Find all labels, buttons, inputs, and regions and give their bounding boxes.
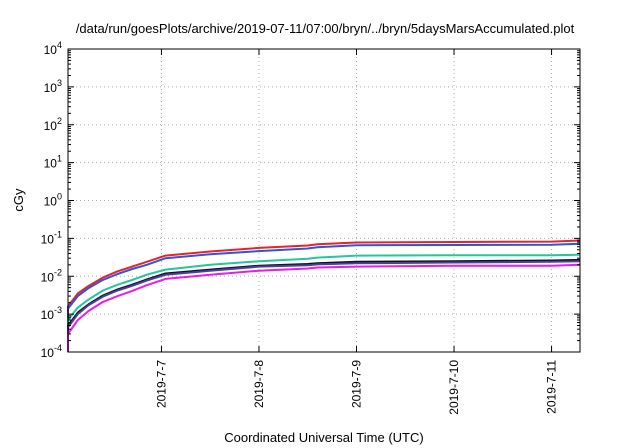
- y-tick-label: 100: [44, 192, 62, 209]
- chart-title: /data/run/goesPlots/archive/2019-07-11/0…: [76, 21, 575, 36]
- grid-layer: [68, 49, 580, 352]
- y-tick-label: 101: [44, 154, 62, 171]
- x-tick-label: 2019-7-7: [154, 360, 168, 408]
- y-tick-base: 10: [41, 308, 55, 322]
- series-line-2: [67, 242, 581, 352]
- series-line-1: [67, 239, 581, 352]
- x-tick-label: 2019-7-11: [545, 360, 559, 414]
- x-tick-labels: 2019-7-7 2019-7-8 2019-7-9 2019-7-10 2019-7-…: [154, 360, 558, 415]
- y-tick-base: 10: [41, 346, 55, 360]
- y-tick-base: 10: [44, 43, 58, 57]
- y-tick-label: 104: [44, 40, 62, 57]
- series-layer: [67, 239, 581, 352]
- y-tick-exponent: 0: [57, 192, 62, 202]
- y-tick-base: 10: [41, 270, 55, 284]
- y-tick-label: 103: [44, 78, 62, 95]
- tick-layer: [68, 48, 580, 353]
- y-tick-base: 10: [44, 157, 58, 171]
- y-tick-exponent: 2: [57, 116, 62, 126]
- y-tick-base: 10: [44, 119, 58, 133]
- x-axis-label: Coordinated Universal Time (UTC): [224, 430, 423, 445]
- y-tick-base: 10: [44, 81, 58, 95]
- x-tick-label: 2019-7-9: [350, 360, 364, 408]
- series-line-5: [67, 260, 581, 352]
- y-tick-label: 10-2: [41, 267, 62, 284]
- y-tick-label: 10-4: [41, 343, 62, 360]
- y-tick-label: 10-3: [41, 305, 62, 322]
- series-line-6: [67, 263, 581, 352]
- y-tick-exponent: 1: [57, 154, 62, 164]
- y-tick-label: 102: [44, 116, 62, 133]
- y-axis-label: cGy: [11, 188, 26, 212]
- y-tick-exponent: -3: [54, 305, 62, 315]
- y-tick-exponent: -2: [54, 267, 62, 277]
- y-tick-exponent: 4: [57, 40, 62, 50]
- y-tick-base: 10: [41, 232, 55, 246]
- x-tick-label: 2019-7-10: [447, 360, 461, 415]
- y-tick-exponent: -4: [54, 343, 62, 353]
- x-tick-label: 2019-7-8: [252, 360, 266, 408]
- series-line-3: [67, 253, 581, 352]
- y-tick-exponent: -1: [54, 229, 62, 239]
- y-tick-exponent: 3: [57, 78, 62, 88]
- y-tick-base: 10: [44, 195, 58, 209]
- series-line-4: [67, 258, 581, 352]
- y-tick-label: 10-1: [41, 229, 62, 246]
